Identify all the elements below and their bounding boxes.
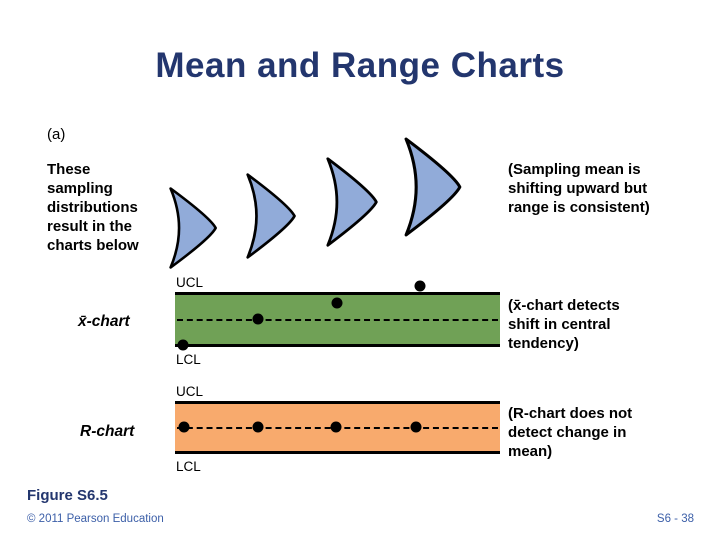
copyright-text: © 2011 Pearson Education — [27, 513, 164, 525]
r-chart-note-line: detect change in — [508, 424, 627, 441]
sample-point — [177, 339, 189, 351]
sample-point — [414, 280, 426, 292]
left-note-line: charts below — [47, 237, 139, 254]
sampling-mean-note-line: range is consistent) — [508, 199, 650, 216]
sample-point — [330, 421, 342, 433]
slide-number: S6 - 38 — [656, 513, 694, 525]
xbar-chart-note-line: (x̄-chart detects — [508, 297, 620, 314]
sampling-distribution-curve-3 — [326, 157, 378, 247]
left-note-line: sampling — [47, 180, 113, 197]
bell-curve-shape — [404, 137, 462, 237]
left-note-line: distributions — [47, 199, 138, 216]
xbar-lcl-label: LCL — [176, 352, 201, 367]
sampling-distribution-curve-4 — [404, 137, 462, 237]
sampling-mean-note: (Sampling mean is shifting upward but ra… — [508, 160, 650, 217]
sample-point — [410, 421, 422, 433]
sampling-mean-note-line: shifting upward but — [508, 180, 648, 197]
r-chart-note: (R-chart does not detect change in mean) — [508, 404, 632, 461]
slide-title: Mean and Range Charts — [155, 46, 565, 85]
xbar-centerline — [177, 319, 498, 321]
figure-label: Figure S6.5 — [27, 487, 108, 504]
xbar-chart-label: x̄-chart — [78, 313, 130, 330]
left-note-line: result in the — [47, 218, 133, 235]
panel-label: (a) — [47, 126, 66, 143]
r-chart-note-line: mean) — [508, 443, 553, 460]
left-note-line: These — [47, 161, 91, 178]
left-note: These sampling distributions result in t… — [47, 160, 139, 255]
bell-curve-shape — [326, 157, 378, 247]
xbar-chart-note-line: tendency) — [508, 335, 579, 352]
xbar-ucl-label: UCL — [176, 275, 204, 290]
bell-curve-shape — [246, 173, 296, 259]
r-ucl-label: UCL — [176, 384, 204, 399]
xbar-chart-note-line: shift in central — [508, 316, 611, 333]
sample-point — [252, 421, 264, 433]
sampling-distribution-curve-2 — [246, 173, 296, 259]
sample-point — [178, 421, 190, 433]
sample-point — [252, 313, 264, 325]
xbar-chart-note: (x̄-chart detects shift in central tende… — [508, 296, 620, 353]
r-lcl-label: LCL — [176, 459, 201, 474]
r-chart-label: R-chart — [80, 423, 135, 440]
sampling-distribution-curve-1 — [169, 187, 217, 269]
r-chart-note-line: (R-chart does not — [508, 405, 633, 422]
bell-curve-shape — [169, 187, 217, 269]
sampling-mean-note-line: (Sampling mean is — [508, 161, 641, 178]
sample-point — [331, 297, 343, 309]
